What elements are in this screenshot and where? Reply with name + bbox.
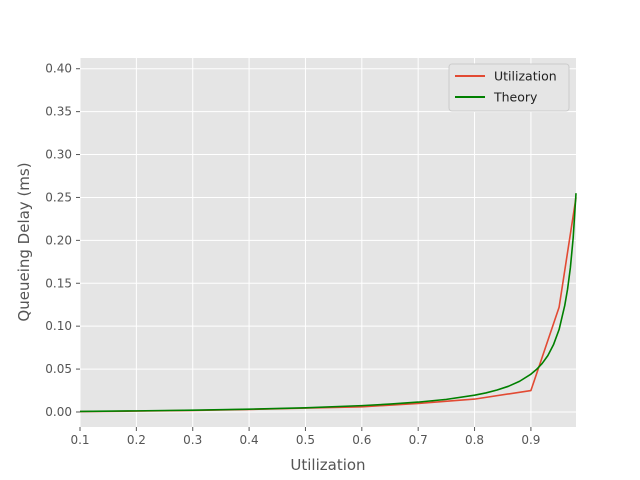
x-tick-label: 0.7 <box>409 433 428 447</box>
x-tick-label: 0.4 <box>240 433 259 447</box>
y-tick-label: 0.30 <box>45 148 72 162</box>
y-tick-label: 0.00 <box>45 405 72 419</box>
x-tick-label: 0.8 <box>465 433 484 447</box>
y-tick-label: 0.05 <box>45 362 72 376</box>
y-tick-label: 0.15 <box>45 276 72 290</box>
x-tick-label: 0.9 <box>521 433 540 447</box>
series-lines <box>79 193 577 413</box>
legend: Utilization Theory <box>448 63 570 112</box>
series-line-theory <box>79 193 577 413</box>
y-tick-label: 0.40 <box>45 62 72 76</box>
y-tick-label: 0.10 <box>45 319 72 333</box>
grid-lines <box>79 58 576 427</box>
plot-area-background <box>80 58 576 427</box>
y-axis-title: Queueing Delay (ms) <box>15 162 33 321</box>
y-tick-label: 0.20 <box>45 233 72 247</box>
x-axis-title: Utilization <box>290 456 365 474</box>
y-tick-label: 0.25 <box>45 190 72 204</box>
x-axis-ticks: 0.1 0.2 0.3 0.4 0.5 0.6 0.7 0.8 0.9 <box>70 427 540 447</box>
x-tick-label: 0.5 <box>296 433 315 447</box>
x-tick-label: 0.1 <box>70 433 89 447</box>
x-tick-label: 0.2 <box>127 433 146 447</box>
legend-label-theory: Theory <box>493 90 538 105</box>
x-tick-label: 0.6 <box>352 433 371 447</box>
y-axis-ticks: 0.00 0.05 0.10 0.15 0.20 0.25 0.30 0.35 0.40 <box>45 62 80 419</box>
x-tick-label: 0.3 <box>183 433 202 447</box>
y-tick-label: 0.35 <box>45 105 72 119</box>
legend-label-utilization: Utilization <box>494 69 557 84</box>
